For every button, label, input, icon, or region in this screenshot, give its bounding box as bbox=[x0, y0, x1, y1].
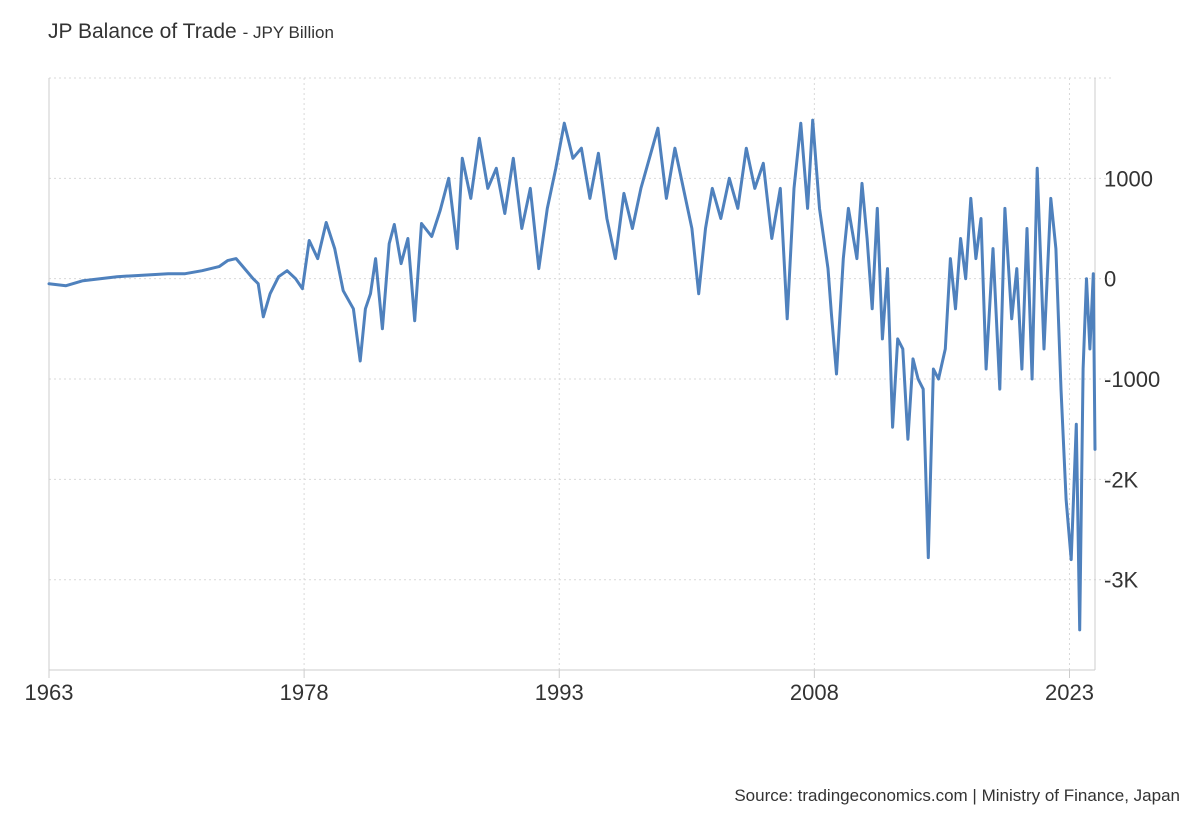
x-tick-label: 2008 bbox=[790, 680, 839, 705]
series-line bbox=[47, 118, 1097, 632]
x-tick-label: 1993 bbox=[535, 680, 584, 705]
x-tick-label: 2023 bbox=[1045, 680, 1094, 705]
source-note: Source: tradingeconomics.com | Ministry … bbox=[734, 786, 1180, 805]
y-axis-labels: 1000 0 -1000 -2K -3K bbox=[1104, 166, 1160, 592]
chart-title-block: JP Balance of Trade - JPY Billion bbox=[48, 20, 334, 44]
chart-subtitle: - JPY Billion bbox=[242, 23, 334, 42]
y-tick-label: 1000 bbox=[1104, 166, 1153, 191]
series-group bbox=[47, 118, 1097, 632]
chart-title: JP Balance of Trade bbox=[48, 20, 237, 43]
grid bbox=[48, 77, 1113, 670]
y-tick-label: -3K bbox=[1104, 568, 1139, 593]
x-tick-label: 1978 bbox=[280, 680, 329, 705]
x-axis-labels: 1963 1978 1993 2008 2023 bbox=[25, 680, 1094, 705]
y-tick-label: -1000 bbox=[1104, 367, 1160, 392]
y-tick-label: -2K bbox=[1104, 467, 1139, 492]
x-tick-label: 1963 bbox=[25, 680, 74, 705]
y-tick-label: 0 bbox=[1104, 267, 1116, 292]
